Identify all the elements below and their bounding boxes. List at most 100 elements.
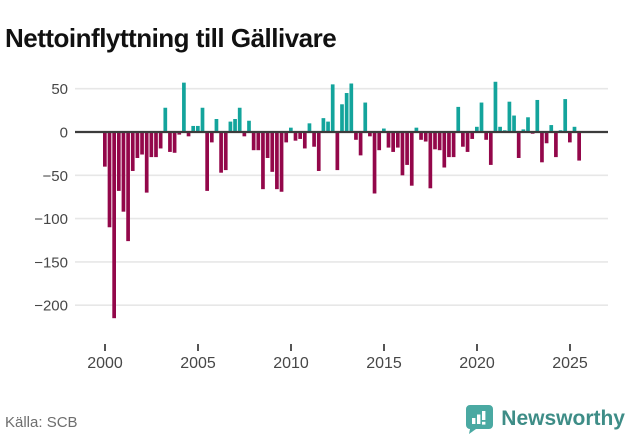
bar-negative — [251, 132, 256, 151]
bar-negative — [154, 132, 158, 158]
y-axis-label: −200 — [34, 298, 68, 315]
bar-negative — [130, 132, 135, 171]
bar-negative — [279, 132, 284, 192]
bar-negative — [386, 132, 391, 148]
bar-negative — [312, 132, 316, 147]
source-label: Källa: SCB — [5, 414, 78, 431]
bar-positive — [344, 93, 349, 132]
bar-negative — [302, 132, 307, 149]
y-axis-label: 0 — [60, 125, 68, 142]
bar-negative — [293, 132, 298, 141]
bar-negative — [275, 132, 279, 190]
bar-negative — [433, 132, 437, 150]
bar-negative — [409, 132, 414, 186]
bar-negative — [261, 132, 265, 190]
bar-negative — [219, 132, 223, 173]
bar-positive — [382, 128, 386, 132]
bar-negative — [103, 132, 107, 167]
bar-negative — [368, 132, 372, 137]
bar-positive — [233, 119, 237, 132]
y-axis-label: 50 — [51, 81, 68, 98]
bar-negative — [461, 132, 465, 147]
bar-positive — [572, 126, 577, 132]
bar-negative — [568, 132, 572, 143]
bar-negative — [437, 132, 442, 151]
bar-negative — [377, 132, 382, 151]
bar-negative — [186, 132, 191, 137]
bar-negative — [256, 132, 261, 151]
bar-positive — [182, 82, 186, 132]
page-title: Nettoinflyttning till Gällivare — [5, 23, 337, 54]
bar-negative — [540, 132, 544, 163]
bar-positive — [349, 83, 354, 132]
bar-negative — [400, 132, 405, 176]
bar-positive — [535, 99, 540, 132]
bar-negative — [316, 132, 321, 171]
bar-negative — [395, 132, 400, 148]
bar-positive — [163, 107, 168, 132]
bar-positive — [512, 115, 516, 132]
bar-negative — [112, 132, 116, 319]
newsworthy-logo-icon — [466, 405, 494, 434]
bar-negative — [209, 132, 214, 143]
bar-positive — [237, 107, 242, 132]
bar-negative — [270, 132, 275, 172]
bar-positive — [330, 84, 335, 132]
bar-positive — [247, 120, 251, 132]
x-axis-label: 2020 — [459, 355, 495, 372]
bar-negative — [172, 132, 177, 153]
x-axis-label: 2005 — [180, 355, 216, 372]
bar-positive — [498, 126, 502, 132]
net-migration-bar-chart: 50 0 −50 −100 −150 −200 2000 2005 2010 2015 2020 20… — [34, 81, 608, 372]
bar-negative — [335, 132, 340, 171]
bar-negative — [447, 132, 451, 158]
chart-canvas: 50 0 −50 −100 −150 −200 2000 2005 2010 2015 2020 20… — [34, 81, 608, 372]
bar-negative — [298, 132, 302, 139]
bar-negative — [265, 132, 270, 158]
x-axis-label: 2000 — [87, 355, 123, 372]
bar-positive — [456, 106, 461, 132]
bar-negative — [405, 132, 409, 165]
newsworthy-brand-text: Newsworthy — [501, 407, 625, 430]
y-axis-label: −150 — [34, 254, 68, 271]
bar-negative — [135, 132, 140, 158]
bar-negative — [516, 132, 521, 158]
bar-positive — [475, 126, 479, 132]
bar-negative — [442, 132, 447, 168]
bar-negative — [544, 132, 549, 144]
bar-positive — [196, 125, 200, 132]
bar-negative — [554, 132, 558, 158]
bar-positive — [521, 129, 526, 132]
bar-positive — [228, 121, 233, 132]
bar-positive — [363, 102, 368, 132]
newsworthy-brand-link[interactable]: Newsworthy — [465, 404, 625, 434]
y-axis-label: −50 — [43, 168, 68, 185]
bar-negative — [354, 132, 358, 140]
bar-positive — [507, 101, 512, 132]
bar-negative — [372, 132, 377, 194]
x-axis-label: 2015 — [366, 355, 402, 372]
bar-negative — [107, 132, 112, 228]
bar-positive — [526, 117, 530, 132]
bar-negative — [144, 132, 149, 193]
bar-negative — [158, 132, 163, 149]
bar-negative — [284, 132, 289, 143]
bar-positive — [200, 107, 205, 132]
bar-positive — [493, 81, 498, 132]
bar-negative — [391, 132, 395, 152]
bar-negative — [205, 132, 209, 191]
bar-negative — [428, 132, 433, 189]
bar-negative — [116, 132, 121, 191]
bar-positive — [289, 127, 293, 132]
bar-negative — [177, 132, 182, 135]
bar-negative — [577, 132, 581, 161]
bar-positive — [321, 118, 326, 132]
bar-positive — [191, 125, 196, 132]
bar-negative — [242, 132, 247, 137]
bar-negative — [121, 132, 126, 212]
bar-positive — [479, 102, 484, 132]
bar-positive — [340, 104, 344, 132]
bar-negative — [465, 132, 470, 152]
bar-negative — [488, 132, 493, 165]
bar-negative — [419, 132, 423, 140]
